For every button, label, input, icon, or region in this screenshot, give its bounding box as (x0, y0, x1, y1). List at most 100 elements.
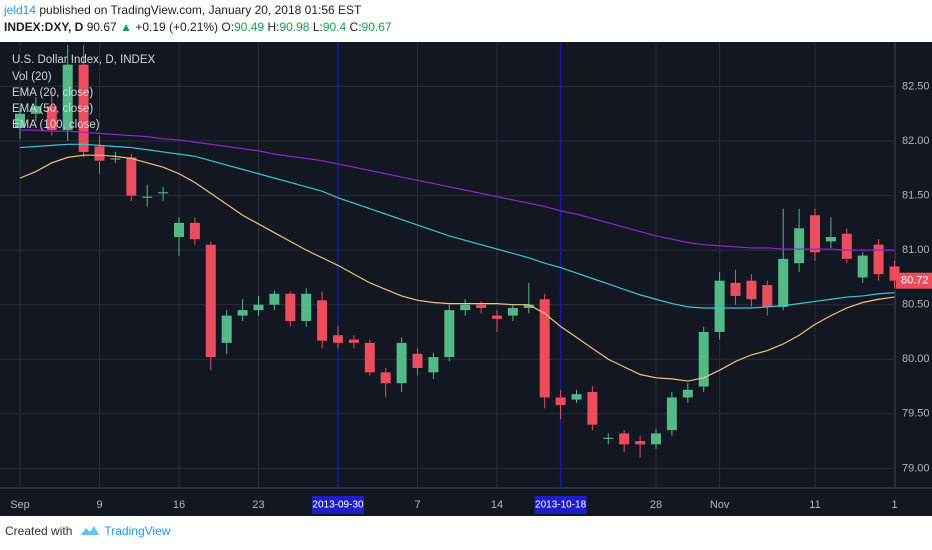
header: jeld14 published on TradingView.com, Jan… (4, 2, 392, 36)
ohlc-value: 90.67 (361, 20, 392, 34)
candle-body (301, 293, 312, 322)
candle-body (205, 244, 216, 358)
candle-body (492, 315, 502, 319)
x-tick-label: 14 (491, 499, 503, 511)
candle-body (603, 437, 614, 439)
candle-body (237, 310, 248, 316)
candle-body (444, 310, 455, 358)
candle-body (857, 255, 868, 278)
ohlc-value: 90.98 (279, 20, 310, 34)
ohlc-label: O: (221, 20, 235, 34)
candle-body (221, 315, 232, 343)
candle-body (30, 106, 41, 114)
x-tick-label: 23 (252, 499, 264, 511)
candle-body (158, 192, 169, 194)
highlight-label: 2013-10-18 (535, 500, 587, 511)
y-tick-label: 80.00 (902, 353, 930, 365)
candle-body (110, 158, 121, 160)
candle-body (778, 258, 789, 307)
ema-line (19, 143, 895, 309)
candle-body (126, 157, 137, 196)
candle-body (412, 353, 423, 368)
candle-body (285, 293, 296, 322)
candle-body (380, 372, 391, 384)
x-tick-label: 9 (96, 499, 102, 511)
user-link[interactable]: jeld14 (4, 3, 37, 17)
candle-body (682, 389, 693, 398)
candle-body (78, 64, 89, 152)
legend-item: EMA (100, close) (12, 119, 100, 131)
candle-body (619, 433, 630, 445)
tv-logo (81, 526, 100, 535)
candle-body (810, 215, 820, 253)
candle-body (253, 304, 264, 311)
legend-item: EMA (20, close) (12, 87, 93, 99)
y-tick-label: 81.00 (902, 244, 930, 256)
candle-body (317, 300, 328, 341)
ohlc: O:90.49 H:90.98 L:90.4 C:90.67 (221, 20, 391, 34)
candle-body (539, 299, 550, 398)
x-tick-label: 1 (891, 499, 897, 511)
y-tick-label: 79.50 (902, 408, 930, 420)
footer: Created with TradingView (5, 524, 170, 538)
y-tick-label: 82.50 (902, 80, 930, 92)
candle-body (142, 196, 153, 198)
legend-item: U.S. Dollar Index, D, INDEX (12, 54, 155, 66)
highlight-box (312, 496, 364, 514)
x-tick-label: Sep (10, 499, 30, 511)
candle-body (94, 146, 105, 161)
candle-body (730, 282, 741, 296)
candle-body (794, 228, 805, 264)
ema-line (20, 129, 895, 251)
candle-body (333, 335, 343, 343)
published: published on TradingView.com, January 20… (39, 3, 362, 17)
change: +0.19 (+0.21%) (135, 20, 219, 34)
last-price-label: 80.72 (901, 275, 929, 287)
candle-body (46, 106, 57, 131)
ohlc-label: L: (312, 20, 323, 34)
candle-body (476, 304, 487, 308)
footer-text: Created with (5, 524, 73, 538)
chart-background (0, 42, 932, 516)
x-tick-label: 7 (414, 499, 420, 511)
highlight-label: 2013-09-30 (312, 500, 364, 511)
candle-body (873, 244, 884, 275)
candle-body (364, 342, 375, 373)
x-tick-label: 16 (173, 499, 185, 511)
candle-body (62, 64, 73, 131)
candle-body (651, 433, 661, 445)
ohlc-value: 90.49 (234, 20, 265, 34)
candle-body (189, 222, 200, 240)
candle-body (762, 285, 773, 307)
ohlc-label: C: (349, 20, 362, 34)
candle-body (666, 397, 677, 431)
candle-body (889, 266, 900, 281)
legend-item: EMA (50, close) (12, 103, 93, 115)
candle-body (555, 397, 566, 406)
candle-body (174, 222, 184, 238)
ema-line (19, 154, 895, 382)
candle-body (825, 237, 836, 242)
publish-line: jeld14 published on TradingView.com, Jan… (4, 2, 392, 19)
candle-body (523, 304, 534, 308)
x-tick-label: Nov (710, 499, 730, 511)
y-tick-label: 79.00 (902, 462, 930, 474)
candle-body (460, 304, 471, 311)
price: 90.67 (86, 20, 117, 34)
quote-line: INDEX:DXY, D 90.67 ▲ +0.19 (+0.21%) O:90… (4, 19, 392, 36)
arrow: ▲ (120, 20, 132, 34)
candle-body (841, 233, 852, 259)
footer-brand[interactable]: TradingView (104, 524, 171, 538)
candle-body (269, 293, 280, 305)
candle-body (571, 394, 582, 400)
ohlc-value: 90.4 (322, 20, 347, 34)
candle-body (428, 357, 439, 373)
legend-item: Vol (20) (12, 71, 52, 83)
y-tick-label: 82.00 (902, 135, 930, 147)
x-tick-label: 11 (809, 499, 820, 511)
y-tick-label: 81.50 (902, 189, 930, 201)
ohlc-label: H: (267, 20, 280, 34)
chart: 79.00 79.50 80.00 80.50 81.00 81.50 82.00 82.50… (0, 42, 932, 516)
candle-body (348, 339, 359, 343)
